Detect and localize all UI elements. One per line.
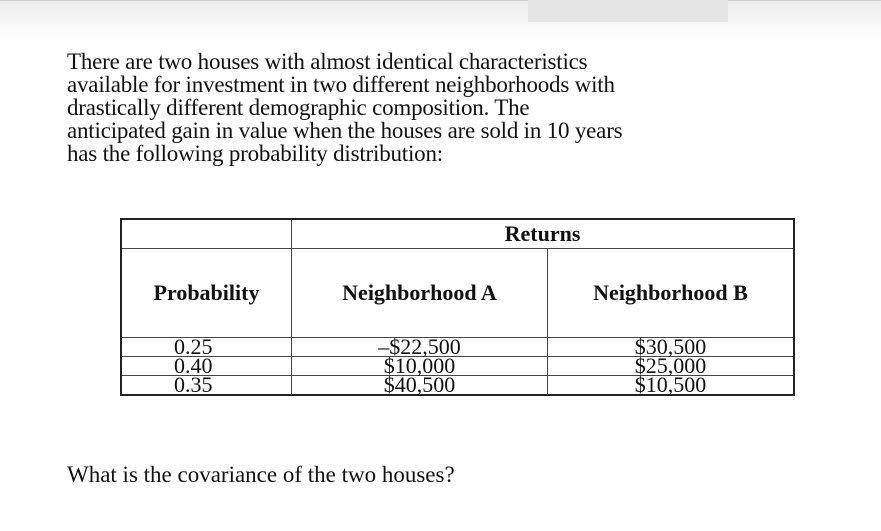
cell-neighborhood-a: $10,000 xyxy=(291,355,548,377)
cell-neighborhood-b: $10,500 xyxy=(547,374,795,396)
window-top-bar xyxy=(0,0,881,40)
table-row: 0.35 $40,500 $10,500 xyxy=(120,374,795,396)
table-header-row: Probability Neighborhood A Neighborhood … xyxy=(120,248,795,338)
top-tab[interactable] xyxy=(528,0,728,22)
cell-probability: 0.40 xyxy=(120,355,292,377)
cell-neighborhood-b: $25,000 xyxy=(547,355,795,377)
top-divider xyxy=(0,0,881,1)
cell-probability: 0.35 xyxy=(120,374,292,396)
problem-intro-text: There are two houses with almost identic… xyxy=(67,49,623,166)
cell-neighborhood-a: $40,500 xyxy=(291,374,548,396)
problem-question-text: What is the covariance of the two houses… xyxy=(67,462,455,487)
header-neighborhood-a: Neighborhood A xyxy=(291,248,548,338)
header-probability: Probability xyxy=(120,248,292,338)
table-row: 0.40 $10,000 $25,000 xyxy=(120,355,795,377)
table-title: Returns xyxy=(291,218,795,249)
table-title-row: Returns xyxy=(120,218,795,249)
table-title-empty-cell xyxy=(120,218,292,249)
returns-table: Returns Probability Neighborhood A Neigh… xyxy=(120,218,795,396)
header-neighborhood-b: Neighborhood B xyxy=(547,248,795,338)
